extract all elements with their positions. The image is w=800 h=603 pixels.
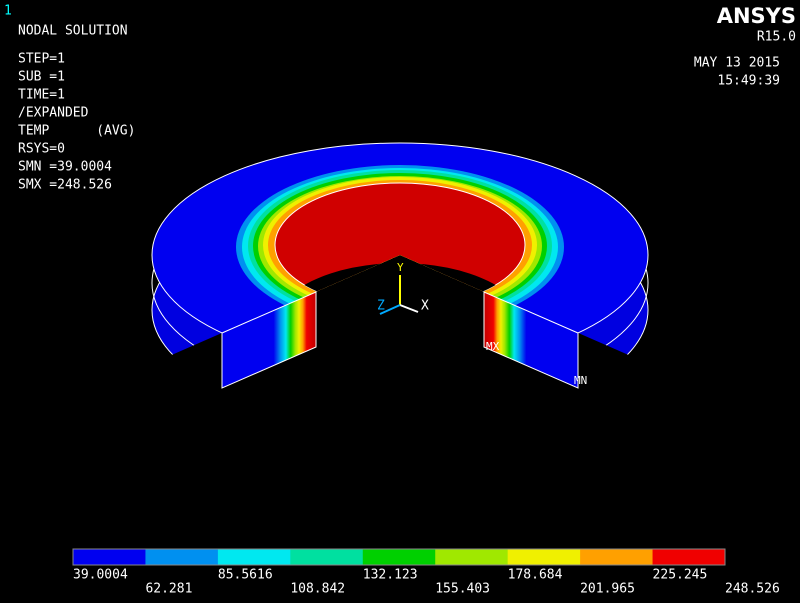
triad-x-label: X: [421, 299, 429, 314]
legend-swatch: [362, 549, 436, 565]
legend-label: 178.684: [508, 568, 563, 583]
legend-swatch: [507, 549, 581, 565]
legend-swatch: [217, 549, 291, 565]
time: 15:49:39: [717, 74, 780, 89]
legend-label: 155.403: [435, 582, 490, 597]
info-line: SMX =248.526: [18, 178, 112, 193]
legend-label: 39.0004: [73, 568, 128, 583]
info-line: SMN =39.0004: [18, 160, 112, 175]
legend-label: 132.123: [363, 568, 418, 583]
info-line: TIME=1: [18, 88, 65, 103]
info-line: STEP=1: [18, 52, 65, 67]
legend-label: 248.526: [725, 582, 780, 597]
window-number: 1: [4, 4, 12, 19]
legend-swatch: [580, 549, 654, 565]
legend-swatch: [73, 549, 146, 565]
legend-label: 85.5616: [218, 568, 273, 583]
legend-frame: [72, 548, 726, 566]
triad-z: [379, 304, 401, 315]
legend-label: 201.965: [580, 582, 635, 597]
info-block: NODAL SOLUTION STEP=1 SUB =1 TIME=1/EXPANDE…: [18, 24, 135, 193]
cut-face-left: [221, 291, 317, 389]
date: MAY 13 2015: [694, 56, 780, 71]
info-line: RSYS=0: [18, 142, 65, 157]
legend-label: 108.842: [290, 582, 345, 597]
info-line: TEMP (AVG): [18, 124, 135, 139]
legend-swatch: [435, 549, 509, 565]
max-marker: MX: [486, 340, 500, 353]
legend-swatch: [652, 549, 726, 565]
info-line: /EXPANDED: [18, 106, 89, 121]
legend-label: 225.245: [653, 568, 708, 583]
axis-triad: Y X Z: [377, 261, 429, 315]
triad-z-label: Z: [377, 299, 385, 314]
cut-face-right: [483, 291, 579, 389]
contour-legend: 39.0004 62.281 85.5616 108.842 132.123 155.40…: [72, 548, 780, 597]
legend-swatch: [290, 549, 364, 565]
legend-label: 62.281: [145, 582, 192, 597]
min-marker: MN: [574, 374, 587, 387]
logo: ANSYS: [717, 4, 796, 28]
legend-swatch: [145, 549, 219, 565]
triad-y-label: Y: [397, 261, 404, 274]
info-line: NODAL SOLUTION: [18, 24, 128, 39]
version: R15.0: [757, 30, 796, 45]
triad-x: [399, 304, 419, 313]
info-line: SUB =1: [18, 70, 65, 85]
